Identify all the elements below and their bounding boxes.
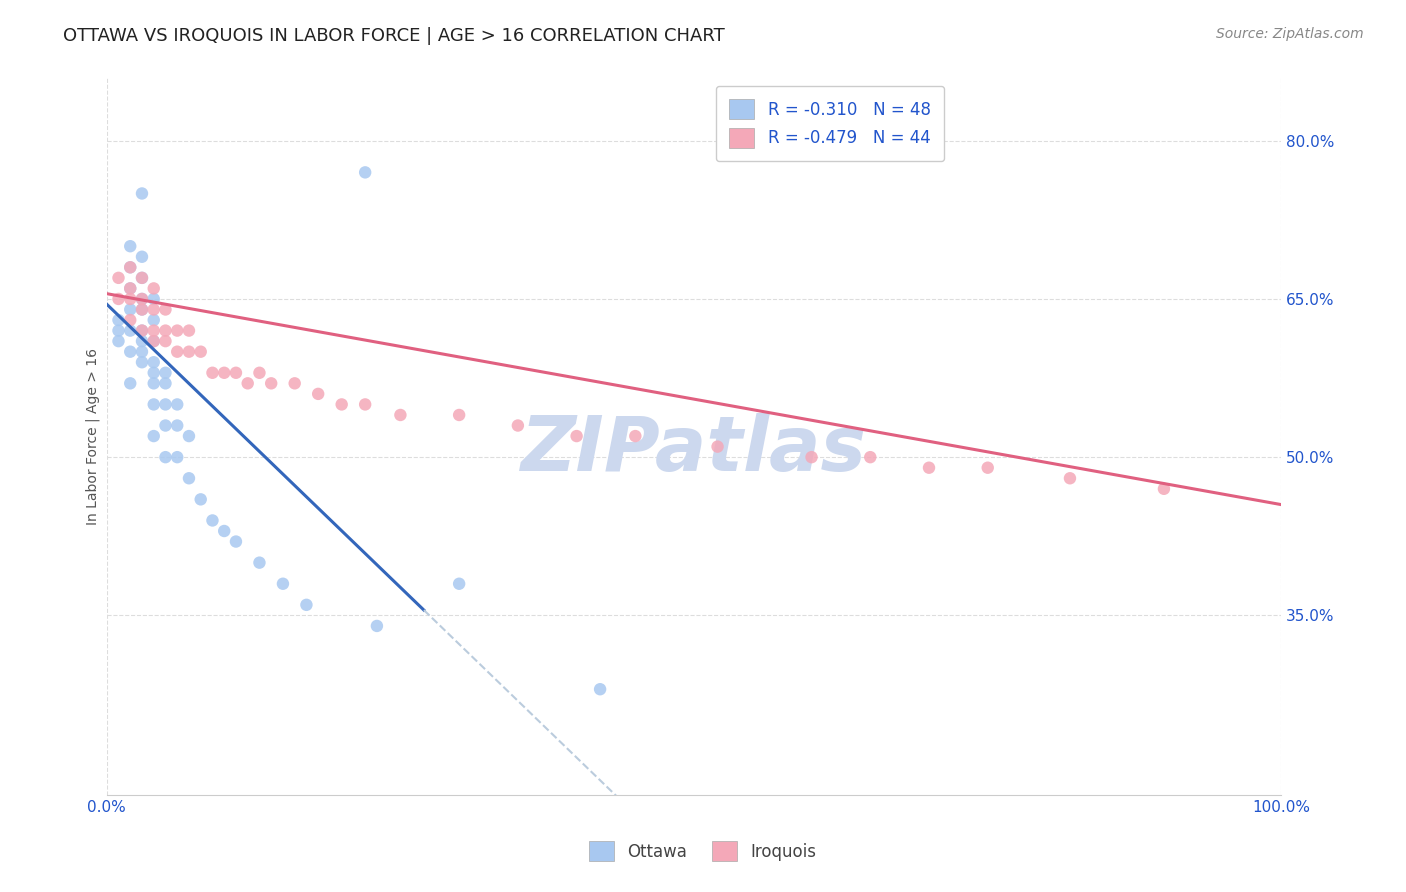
Point	[190, 344, 212, 359]
Point	[177, 471, 200, 485]
Point	[706, 440, 728, 454]
Point	[225, 534, 247, 549]
Point	[131, 302, 153, 317]
Point	[120, 302, 142, 317]
Legend: Ottawa, Iroquois: Ottawa, Iroquois	[576, 828, 830, 875]
Point	[107, 324, 129, 338]
Point	[131, 270, 153, 285]
Point	[120, 260, 142, 275]
Point	[142, 376, 165, 391]
Point	[212, 366, 235, 380]
Point	[166, 450, 188, 465]
Point	[166, 418, 188, 433]
Point	[142, 313, 165, 327]
Point	[918, 460, 941, 475]
Point	[142, 366, 165, 380]
Point	[120, 292, 142, 306]
Point	[177, 344, 200, 359]
Point	[155, 334, 177, 348]
Point	[177, 429, 200, 443]
Point	[120, 260, 142, 275]
Point	[155, 324, 177, 338]
Point	[307, 387, 329, 401]
Point	[131, 324, 153, 338]
Point	[120, 313, 142, 327]
Point	[131, 355, 153, 369]
Point	[107, 270, 129, 285]
Point	[177, 324, 200, 338]
Point	[155, 366, 177, 380]
Point	[142, 397, 165, 411]
Text: OTTAWA VS IROQUOIS IN LABOR FORCE | AGE > 16 CORRELATION CHART: OTTAWA VS IROQUOIS IN LABOR FORCE | AGE …	[63, 27, 725, 45]
Point	[120, 239, 142, 253]
Point	[142, 334, 165, 348]
Point	[859, 450, 882, 465]
Point	[131, 270, 153, 285]
Point	[624, 429, 647, 443]
Point	[565, 429, 588, 443]
Point	[271, 576, 294, 591]
Point	[142, 281, 165, 295]
Point	[212, 524, 235, 538]
Point	[131, 186, 153, 201]
Point	[366, 619, 388, 633]
Point	[389, 408, 412, 422]
Point	[190, 492, 212, 507]
Legend: R = -0.310   N = 48, R = -0.479   N = 44: R = -0.310 N = 48, R = -0.479 N = 44	[716, 86, 945, 161]
Point	[120, 281, 142, 295]
Point	[107, 334, 129, 348]
Point	[131, 344, 153, 359]
Point	[449, 408, 471, 422]
Point	[201, 366, 224, 380]
Point	[142, 324, 165, 338]
Point	[249, 556, 271, 570]
Point	[166, 397, 188, 411]
Point	[295, 598, 318, 612]
Point	[166, 344, 188, 359]
Point	[260, 376, 283, 391]
Point	[142, 429, 165, 443]
Point	[201, 513, 224, 527]
Point	[155, 302, 177, 317]
Point	[977, 460, 1000, 475]
Point	[354, 165, 377, 179]
Point	[354, 397, 377, 411]
Point	[120, 376, 142, 391]
Point	[131, 334, 153, 348]
Point	[142, 334, 165, 348]
Point	[155, 397, 177, 411]
Point	[131, 250, 153, 264]
Point	[249, 366, 271, 380]
Point	[225, 366, 247, 380]
Point	[506, 418, 529, 433]
Point	[120, 324, 142, 338]
Point	[236, 376, 259, 391]
Text: Source: ZipAtlas.com: Source: ZipAtlas.com	[1216, 27, 1364, 41]
Point	[142, 355, 165, 369]
Y-axis label: In Labor Force | Age > 16: In Labor Force | Age > 16	[86, 348, 100, 524]
Point	[155, 376, 177, 391]
Point	[155, 450, 177, 465]
Point	[449, 576, 471, 591]
Point	[155, 418, 177, 433]
Point	[131, 324, 153, 338]
Point	[120, 344, 142, 359]
Point	[131, 302, 153, 317]
Point	[142, 302, 165, 317]
Point	[330, 397, 353, 411]
Point	[589, 682, 612, 697]
Point	[284, 376, 307, 391]
Point	[131, 292, 153, 306]
Text: ZIPatlas: ZIPatlas	[522, 413, 868, 487]
Point	[120, 281, 142, 295]
Point	[107, 313, 129, 327]
Point	[131, 292, 153, 306]
Point	[800, 450, 823, 465]
Point	[142, 292, 165, 306]
Point	[166, 324, 188, 338]
Point	[1059, 471, 1081, 485]
Point	[1153, 482, 1175, 496]
Point	[107, 292, 129, 306]
